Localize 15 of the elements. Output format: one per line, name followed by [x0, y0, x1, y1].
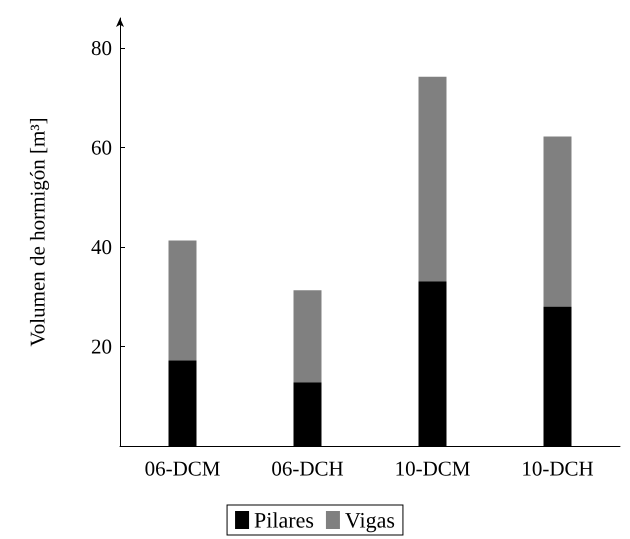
y-tick-label: 20 [91, 334, 112, 358]
x-tick-label: 06-DCM [144, 456, 221, 480]
legend-label: Vigas [344, 508, 395, 532]
bar [168, 240, 196, 360]
x-tick-label: 10-DCM [394, 456, 471, 480]
x-tick-label: 10-DCH [521, 456, 594, 480]
y-tick-label: 80 [91, 36, 112, 60]
x-tick-label: 06-DCH [271, 456, 344, 480]
bar [294, 290, 322, 382]
bar [544, 136, 572, 307]
y-axis-title: Volumen de hormigón [m³] [26, 117, 50, 347]
y-tick-label: 60 [91, 135, 112, 160]
y-tick-label: 40 [91, 234, 112, 259]
bar [418, 76, 446, 282]
legend-label: Pilares [254, 508, 314, 532]
